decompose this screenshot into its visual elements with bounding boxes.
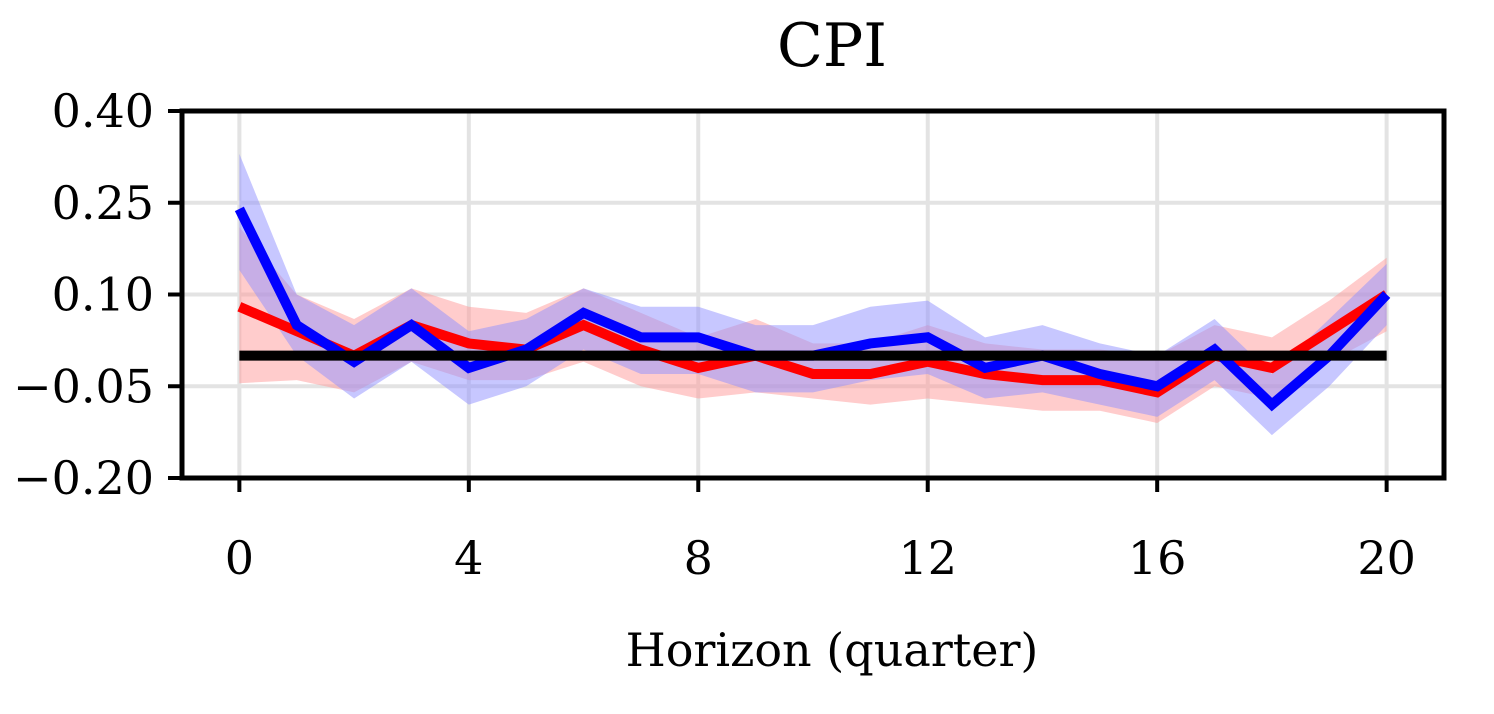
x-tick-label: 12 <box>898 531 957 585</box>
x-tick-label: 4 <box>454 531 483 585</box>
chart-title: CPI <box>777 11 887 81</box>
y-tick-label: −0.20 <box>13 451 154 505</box>
series-1-line <box>237 290 1390 398</box>
x-tick-label: 16 <box>1128 531 1187 585</box>
series-lines <box>234 206 1391 412</box>
axis-ticks: 0 4 8 12 16 20 0.40 0.25 0.10 −0.05 −0.20 <box>13 84 1416 585</box>
y-tick-label: −0.05 <box>13 359 154 413</box>
x-tick-label: 8 <box>684 531 713 585</box>
y-tick-label: 0.25 <box>52 176 154 230</box>
y-tick-label: 0.10 <box>52 268 154 322</box>
x-axis-label: Horizon (quarter) <box>626 623 1039 677</box>
grid-lines <box>182 109 1444 480</box>
y-tick-label: 0.40 <box>52 84 154 138</box>
x-tick-label: 20 <box>1357 531 1416 585</box>
x-tick-label: 0 <box>225 531 254 585</box>
series-2-band <box>239 153 1387 436</box>
